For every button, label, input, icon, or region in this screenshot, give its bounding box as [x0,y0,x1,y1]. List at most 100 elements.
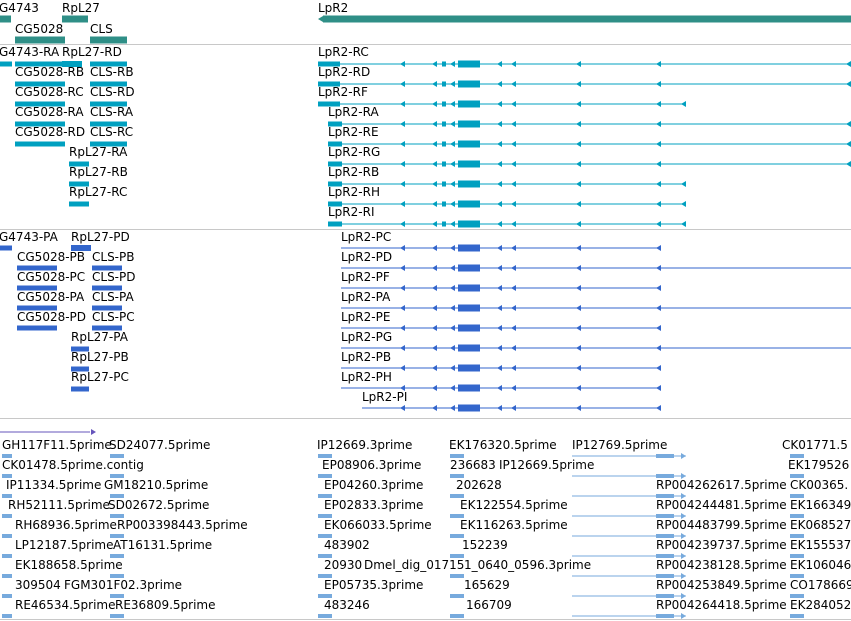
exon-block[interactable] [458,244,480,252]
strand-arrow[interactable] [681,613,686,619]
exon-block[interactable] [110,494,124,498]
protein-label[interactable]: LpR2-PE [341,310,391,324]
protein-label[interactable]: CLS-PD [92,270,136,284]
strand-arrow[interactable] [497,201,502,207]
strand-arrow[interactable] [511,365,516,371]
protein-label[interactable]: CLS-PC [92,310,135,324]
strand-arrow[interactable] [432,405,437,411]
strand-arrow[interactable] [400,365,405,371]
est-label[interactable]: 483246 [324,598,370,612]
strand-arrow[interactable] [681,201,686,207]
strand-arrow[interactable] [450,385,455,391]
protein-label[interactable]: LpR2-PF [341,270,390,284]
strand-arrow[interactable] [656,405,661,411]
strand-arrow[interactable] [400,305,405,311]
est-label[interactable]: GH117F11.5prime [2,438,112,452]
exon-block[interactable] [458,60,480,68]
exon-block[interactable] [318,594,332,598]
strand-arrow[interactable] [497,81,502,87]
exon-block[interactable] [450,494,464,498]
exon-block[interactable] [790,534,804,538]
exon-block[interactable] [442,141,446,147]
strand-arrow[interactable] [91,429,96,435]
strand-arrow[interactable] [450,365,455,371]
exon-block[interactable] [69,181,89,187]
strand-arrow[interactable] [400,265,405,271]
strand-arrow[interactable] [576,285,581,291]
exon-block[interactable] [318,474,332,478]
exon-block[interactable] [318,554,332,558]
exon-block[interactable] [92,305,122,311]
strand-arrow[interactable] [576,305,581,311]
strand-arrow[interactable] [432,265,437,271]
strand-arrow[interactable] [576,221,581,227]
exon-block[interactable] [110,574,124,578]
exon-block[interactable] [92,265,122,271]
strand-arrow[interactable] [450,121,455,127]
exon-block[interactable] [2,454,12,458]
strand-arrow[interactable] [450,61,455,67]
protein-label[interactable]: RpL27-PC [71,370,129,384]
strand-arrow[interactable] [576,245,581,251]
exon-block[interactable] [328,221,342,227]
exon-block[interactable] [90,101,127,107]
exon-block[interactable] [458,344,480,352]
strand-arrow[interactable] [656,221,661,227]
exon-block[interactable] [318,61,340,67]
strand-arrow[interactable] [450,141,455,147]
strand-arrow[interactable] [450,201,455,207]
protein-label[interactable]: RpL27-PA [71,330,128,344]
est-label[interactable]: EP08906.3prime [322,458,422,472]
strand-arrow[interactable] [656,265,661,271]
exon-block[interactable] [15,101,65,107]
exon-block[interactable] [17,265,57,271]
strand-arrow[interactable] [846,141,851,147]
exon-block[interactable] [458,180,480,188]
strand-arrow[interactable] [511,305,516,311]
est-label[interactable]: EK179526 [788,458,850,472]
exon-block[interactable] [442,61,446,67]
protein-label[interactable]: CLS-PA [92,290,134,304]
exon-block[interactable] [458,384,480,392]
strand-arrow[interactable] [432,325,437,331]
strand-arrow[interactable] [450,345,455,351]
strand-arrow[interactable] [511,385,516,391]
transcript-label[interactable]: LpR2-RG [328,145,381,159]
est-label[interactable]: IP12769.5prime [572,438,668,452]
strand-arrow[interactable] [432,81,437,87]
exon-block[interactable] [90,81,127,87]
strand-arrow[interactable] [656,121,661,127]
protein-label[interactable]: LpR2-PD [341,250,393,264]
strand-arrow[interactable] [400,285,405,291]
est-label[interactable]: EK068527 [790,518,851,532]
strand-arrow[interactable] [432,285,437,291]
strand-arrow[interactable] [576,385,581,391]
est-label[interactable]: 152239 [462,538,508,552]
strand-arrow[interactable] [432,161,437,167]
exon-block[interactable] [790,514,804,518]
transcript-label[interactable]: LpR2-RC [318,45,369,59]
strand-arrow[interactable] [450,101,455,107]
exon-block[interactable] [90,141,127,147]
exon-block[interactable] [15,141,65,147]
strand-arrow[interactable] [400,201,405,207]
exon-block[interactable] [15,36,65,44]
strand-arrow[interactable] [450,161,455,167]
strand-arrow[interactable] [432,181,437,187]
exon-block[interactable] [318,101,340,107]
est-label[interactable]: CK01771.5 [782,438,848,452]
transcript-label[interactable]: LpR2-RH [328,185,380,199]
strand-arrow[interactable] [656,101,661,107]
est-label[interactable]: 202628 [456,478,502,492]
strand-arrow[interactable] [846,81,851,87]
exon-block[interactable] [458,120,480,128]
est-label[interactable]: CO178669 [790,578,851,592]
exon-block[interactable] [458,220,480,228]
exon-block[interactable] [71,346,89,352]
strand-arrow[interactable] [318,16,323,22]
strand-arrow[interactable] [656,305,661,311]
est-label[interactable]: RP004238128.5prime [656,558,787,572]
est-label[interactable]: IP11334.5prime [6,478,102,492]
strand-arrow[interactable] [450,181,455,187]
exon-block[interactable] [15,121,65,127]
